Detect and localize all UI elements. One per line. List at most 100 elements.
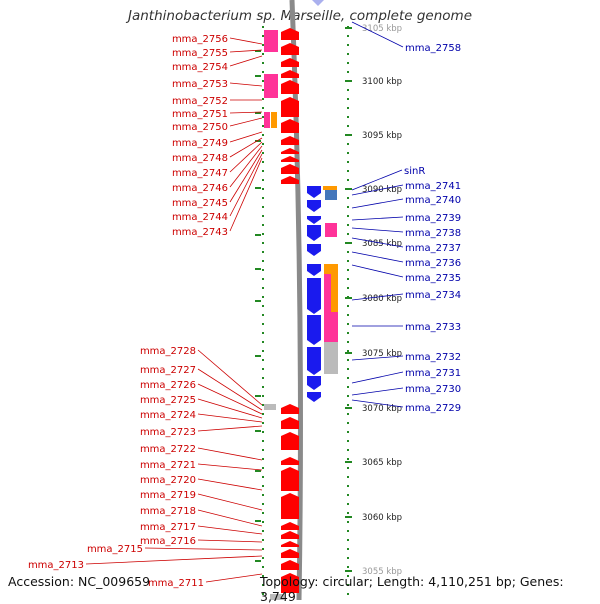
leader-line — [205, 573, 263, 583]
gene-label-mma_2753: mma_2753 — [172, 79, 228, 90]
forward-gene — [307, 200, 321, 212]
guide-dot-right — [347, 314, 349, 316]
gene-label-mma_2722: mma_2722 — [140, 444, 196, 455]
scale-tick-label: 3075 kbp — [362, 349, 402, 359]
guide-dot-left — [262, 269, 264, 271]
guide-dot-left — [262, 89, 264, 91]
gene-label-mma_2743: mma_2743 — [172, 227, 228, 238]
scale-tick — [345, 134, 352, 136]
guide-dot-left — [262, 170, 264, 172]
guide-dot-left — [262, 422, 264, 424]
forward-gene — [307, 376, 321, 390]
guide-dot-right — [347, 287, 349, 289]
guide-dot-right — [347, 260, 349, 262]
accession-text: Accession: NC_009659 — [8, 574, 151, 589]
guide-dot-right — [347, 548, 349, 550]
gene-label-mma_2749: mma_2749 — [172, 138, 228, 149]
guide-dot-right — [347, 206, 349, 208]
gene-label-mma_2727: mma_2727 — [140, 365, 196, 376]
forward-gene — [307, 347, 321, 375]
leader-line — [229, 141, 263, 173]
guide-dot-left — [262, 80, 264, 82]
guide-dot-left — [262, 566, 264, 568]
guide-dot-left — [262, 116, 264, 118]
guide-dot-left — [262, 377, 264, 379]
guide-dot-left — [262, 26, 264, 28]
guide-tick-left — [255, 520, 261, 522]
forward-gene — [307, 392, 321, 402]
gene-label-mma_2751: mma_2751 — [172, 109, 228, 120]
guide-dot-right — [347, 98, 349, 100]
guide-dot-right — [347, 377, 349, 379]
reverse-gene — [281, 467, 299, 491]
guide-dot-right — [347, 386, 349, 388]
gene-label-mma_2731: mma_2731 — [405, 368, 461, 379]
guide-dot-left — [262, 485, 264, 487]
gene-label-mma_2711: mma_2711 — [148, 578, 204, 589]
reverse-gene — [281, 404, 299, 414]
guide-dot-left — [262, 503, 264, 505]
leader-line — [197, 525, 263, 535]
guide-dot-right — [347, 350, 349, 352]
reverse-gene — [281, 176, 299, 184]
gene-label-mma_2730: mma_2730 — [405, 384, 461, 395]
leader-line — [351, 264, 404, 278]
guide-dot-right — [347, 143, 349, 145]
guide-dot-right — [347, 467, 349, 469]
guide-dot-left — [262, 575, 264, 577]
guide-dot-left — [262, 386, 264, 388]
guide-dot-left — [262, 458, 264, 460]
guide-dot-right — [347, 332, 349, 334]
gene-label-mma_2713: mma_2713 — [28, 560, 84, 571]
gene-label-mma_2719: mma_2719 — [140, 490, 196, 501]
scale-tick-label: 3085 kbp — [362, 239, 402, 249]
reverse-gene — [281, 136, 299, 145]
guide-dot-right — [347, 476, 349, 478]
guide-dot-right — [347, 152, 349, 154]
leader-line — [351, 227, 404, 233]
guide-dot-left — [262, 125, 264, 127]
guide-dot-left — [262, 584, 264, 586]
map-title: Janthinobacterium sp. Marseille, complet… — [127, 8, 473, 24]
gene-label-mma_2752: mma_2752 — [172, 96, 228, 107]
gene-label-mma_2721: mma_2721 — [140, 460, 196, 471]
guide-tick-left — [255, 300, 261, 302]
leader-line — [229, 145, 263, 188]
guide-dot-right — [347, 224, 349, 226]
gene-box-orange — [324, 264, 338, 274]
guide-dot-left — [262, 431, 264, 433]
guide-tick-left — [255, 430, 261, 432]
scale-tick — [345, 27, 352, 29]
leader-line — [351, 251, 404, 263]
gene-label-mma_2741: mma_2741 — [405, 181, 461, 192]
gene-label-mma_2737: mma_2737 — [405, 243, 461, 254]
gene-label-mma_2726: mma_2726 — [140, 380, 196, 391]
guide-dot-left — [262, 62, 264, 64]
gene-box-orange — [271, 112, 277, 128]
gene-label-mma_2717: mma_2717 — [140, 522, 196, 533]
leader-line — [197, 349, 263, 406]
scale-tick-label: 3080 kbp — [362, 294, 402, 304]
guide-dot-left — [262, 215, 264, 217]
scale-tick — [345, 352, 352, 354]
guide-dot-right — [347, 53, 349, 55]
reverse-gene — [281, 549, 299, 558]
forward-gene — [307, 225, 321, 241]
guide-dot-left — [262, 287, 264, 289]
guide-dot-left — [262, 476, 264, 478]
gene-label-mma_2755: mma_2755 — [172, 48, 228, 59]
guide-dot-right — [347, 251, 349, 253]
gene-label-mma_2734: mma_2734 — [405, 290, 461, 301]
scale-tick — [345, 297, 352, 299]
guide-dot-right — [347, 269, 349, 271]
gene-label-mma_2746: mma_2746 — [172, 183, 228, 194]
reverse-gene — [281, 58, 299, 67]
reverse-gene — [281, 560, 299, 570]
guide-dot-right — [347, 503, 349, 505]
guide-dot-right — [347, 161, 349, 163]
forward-gene — [307, 244, 321, 256]
gene-label-mma_2736: mma_2736 — [405, 258, 461, 269]
guide-dot-right — [347, 422, 349, 424]
guide-dot-left — [262, 449, 264, 451]
leader-line — [197, 463, 263, 471]
